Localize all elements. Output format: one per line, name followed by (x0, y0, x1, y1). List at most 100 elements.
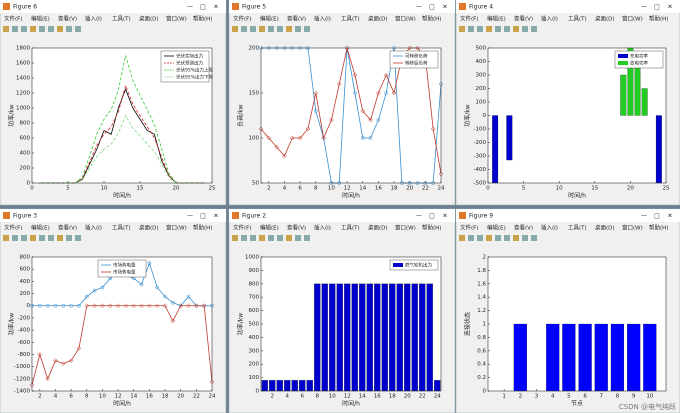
toolbar-icon[interactable] (232, 26, 238, 32)
toolbar-icon[interactable] (232, 235, 238, 241)
toolbar-icon[interactable] (477, 235, 483, 241)
menu-item[interactable]: 文件(F) (4, 15, 22, 23)
menu-item[interactable]: 帮助(H) (649, 15, 668, 23)
window-button[interactable]: — (416, 4, 422, 11)
toolbar-icon[interactable] (468, 235, 474, 241)
toolbar-icon[interactable] (504, 235, 510, 241)
window-button[interactable]: □ (200, 4, 206, 11)
toolbar-icon[interactable] (250, 26, 256, 32)
window-button[interactable]: □ (654, 4, 660, 11)
toolbar-icon[interactable] (495, 235, 501, 241)
menu-item[interactable]: 桌面(D) (595, 15, 615, 23)
menu-item[interactable]: 桌面(D) (139, 15, 159, 23)
window-button[interactable]: ✕ (442, 213, 447, 220)
menu-item[interactable]: 工具(T) (341, 225, 360, 232)
menu-item[interactable]: 插入(I) (541, 15, 558, 23)
toolbar-icon[interactable] (286, 26, 292, 32)
menu-item[interactable]: 文件(F) (233, 15, 251, 23)
toolbar-icon[interactable] (21, 235, 27, 241)
window-button[interactable]: — (641, 4, 647, 11)
window-button[interactable]: — (187, 213, 193, 220)
window-button[interactable]: — (416, 213, 422, 220)
menu-item[interactable]: 文件(F) (460, 224, 478, 232)
toolbar-icon[interactable] (304, 26, 310, 32)
toolbar-icon[interactable] (531, 26, 537, 32)
menu-item[interactable]: 插入(I) (314, 224, 331, 232)
toolbar-icon[interactable] (477, 26, 483, 32)
toolbar-icon[interactable] (495, 26, 501, 32)
menu-item[interactable]: 查看(V) (58, 15, 77, 23)
menu-item[interactable]: 工具(T) (112, 16, 131, 23)
menu-item[interactable]: 编辑(E) (31, 224, 50, 232)
toolbar-icon[interactable] (513, 235, 519, 241)
toolbar-icon[interactable] (295, 26, 301, 32)
window-button[interactable]: — (187, 4, 193, 11)
toolbar-icon[interactable] (12, 26, 18, 32)
toolbar-icon[interactable] (259, 235, 265, 241)
menu-item[interactable]: 窗口(W) (395, 224, 416, 232)
toolbar-icon[interactable] (39, 26, 45, 32)
toolbar-icon[interactable] (241, 26, 247, 32)
menu-item[interactable]: 帮助(H) (422, 224, 441, 232)
menu-item[interactable]: 查看(V) (287, 15, 306, 23)
menu-item[interactable]: 帮助(H) (193, 15, 212, 23)
toolbar-icon[interactable] (75, 235, 81, 241)
toolbar-icon[interactable] (304, 235, 310, 241)
menu-item[interactable]: 桌面(D) (139, 224, 159, 232)
menu-item[interactable]: 编辑(E) (487, 15, 506, 23)
menu-item[interactable]: 插入(I) (541, 224, 558, 232)
toolbar-icon[interactable] (3, 26, 9, 32)
toolbar-icon[interactable] (459, 26, 465, 32)
menu-item[interactable]: 插入(I) (85, 15, 102, 23)
window-button[interactable]: □ (429, 213, 435, 220)
menu-item[interactable]: 编辑(E) (487, 224, 506, 232)
menu-item[interactable]: 文件(F) (460, 15, 478, 23)
menu-item[interactable]: 桌面(D) (368, 224, 388, 232)
menu-item[interactable]: 文件(F) (4, 224, 22, 232)
menu-item[interactable]: 窗口(W) (622, 224, 643, 232)
menu-item[interactable]: 编辑(E) (31, 15, 50, 23)
toolbar-icon[interactable] (268, 235, 274, 241)
toolbar-icon[interactable] (21, 26, 27, 32)
menu-item[interactable]: 查看(V) (514, 15, 533, 23)
toolbar-icon[interactable] (30, 26, 36, 32)
toolbar-icon[interactable] (522, 26, 528, 32)
window-button[interactable]: — (641, 213, 647, 220)
toolbar-icon[interactable] (3, 235, 9, 241)
toolbar-icon[interactable] (486, 235, 492, 241)
menu-item[interactable]: 文件(F) (233, 224, 251, 232)
window-button[interactable]: □ (200, 213, 206, 220)
menu-item[interactable]: 窗口(W) (395, 15, 416, 23)
window-button[interactable]: ✕ (667, 213, 672, 220)
menu-item[interactable]: 查看(V) (58, 224, 77, 232)
menu-item[interactable]: 帮助(H) (422, 15, 441, 23)
menu-item[interactable]: 桌面(D) (368, 15, 388, 23)
toolbar-icon[interactable] (250, 235, 256, 241)
toolbar-icon[interactable] (57, 26, 63, 32)
menu-item[interactable]: 插入(I) (314, 15, 331, 23)
window-button[interactable]: □ (429, 4, 435, 11)
menu-item[interactable]: 帮助(H) (649, 224, 668, 232)
toolbar-icon[interactable] (48, 235, 54, 241)
toolbar-icon[interactable] (277, 235, 283, 241)
toolbar-icon[interactable] (48, 26, 54, 32)
toolbar-icon[interactable] (57, 235, 63, 241)
toolbar-icon[interactable] (268, 26, 274, 32)
toolbar-icon[interactable] (513, 26, 519, 32)
window-button[interactable]: □ (654, 213, 660, 220)
menu-item[interactable]: 编辑(E) (260, 224, 279, 232)
menu-item[interactable]: 查看(V) (514, 224, 533, 232)
toolbar-icon[interactable] (39, 235, 45, 241)
toolbar-icon[interactable] (486, 26, 492, 32)
toolbar-icon[interactable] (75, 26, 81, 32)
menu-item[interactable]: 工具(T) (568, 225, 587, 232)
window-button[interactable]: ✕ (442, 4, 447, 11)
menu-item[interactable]: 工具(T) (112, 225, 131, 232)
menu-item[interactable]: 窗口(W) (166, 224, 187, 232)
menu-item[interactable]: 窗口(W) (622, 15, 643, 23)
toolbar-icon[interactable] (277, 26, 283, 32)
toolbar-icon[interactable] (66, 26, 72, 32)
menu-item[interactable]: 工具(T) (568, 16, 587, 23)
toolbar-icon[interactable] (259, 26, 265, 32)
toolbar-icon[interactable] (459, 235, 465, 241)
